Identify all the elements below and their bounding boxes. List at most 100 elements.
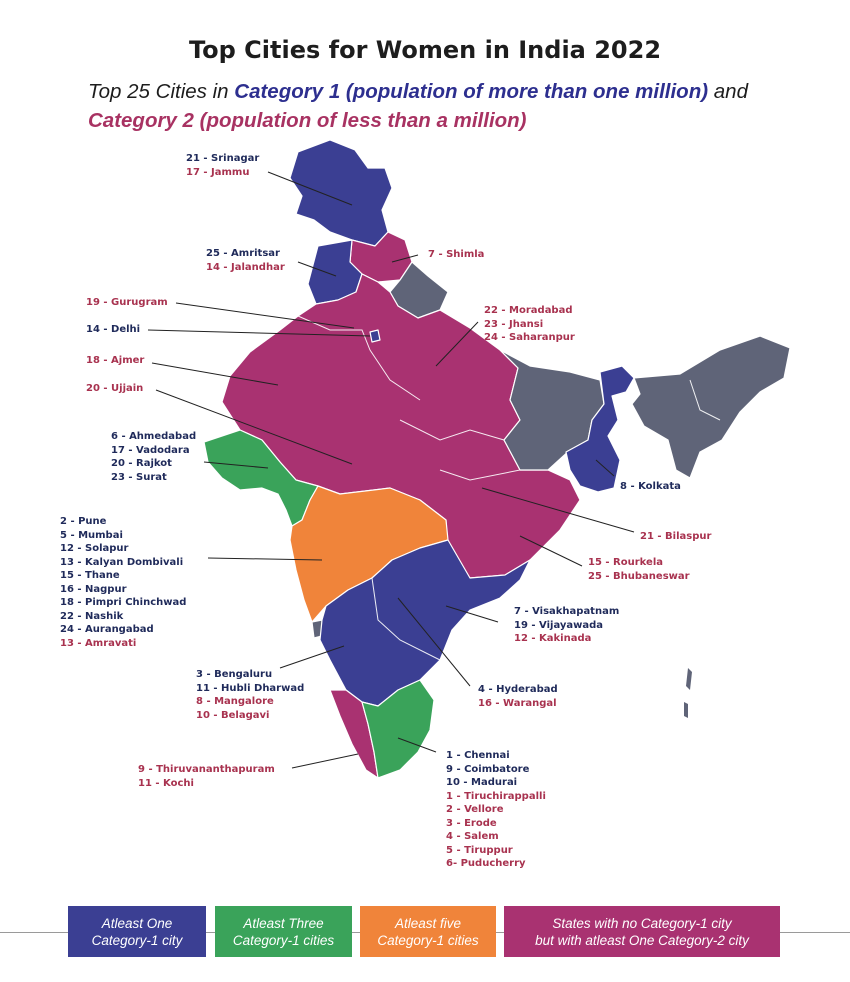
callout-line: 23 - Jhansi (484, 318, 544, 330)
callout-shimla: 7 - Shimla (428, 248, 484, 262)
callout-line: 17 - Vadodara (111, 444, 190, 456)
legend-orange: Atleast five Category-1 cities (360, 906, 496, 957)
legend-text: Category-1 cities (377, 932, 479, 948)
region-delhi (369, 329, 381, 343)
callout-line: 13 - Kalyan Dombivali (60, 556, 184, 568)
callout-gurugram: 19 - Gurugram (86, 296, 168, 310)
callout-line: 13 - Amravati (60, 637, 137, 649)
callout-line: 14 - Jalandhar (206, 261, 285, 273)
leader-odisha (519, 535, 583, 567)
legend-green: Atleast Three Category-1 cities (215, 906, 352, 957)
callout-kerala: 9 - Thiruvananthapuram 11 - Kochi (138, 763, 275, 790)
callout-line: 7 - Visakhapatnam (514, 606, 620, 617)
region-jammu-kashmir (289, 139, 393, 247)
callout-ajmer: 18 - Ajmer (86, 354, 144, 368)
callout-line: 24 - Aurangabad (60, 624, 154, 635)
legend-text: Atleast five (394, 915, 462, 931)
callout-line: 21 - Bilaspur (640, 531, 712, 542)
region-northeast (631, 335, 791, 479)
leader-kolkata (595, 459, 615, 477)
callout-srinagar: 21 - Srinagar 17 - Jammu (186, 152, 259, 179)
callout-delhi: 14 - Delhi (86, 323, 140, 337)
callout-line: 11 - Kochi (138, 777, 194, 789)
callout-line: 17 - Jammu (186, 166, 250, 178)
callout-line: 7 - Shimla (428, 249, 485, 260)
callout-odisha: 15 - Rourkela 25 - Bhubaneswar (588, 556, 690, 583)
callout-line: 4 - Salem (446, 831, 499, 842)
leader-amritsar (297, 261, 337, 277)
callout-line: 10 - Belagavi (196, 709, 270, 721)
subtitle-category-2: Category 2 (population of less than a mi… (88, 109, 527, 132)
callout-hyderabad: 4 - Hyderabad 16 - Warangal (478, 683, 558, 710)
callout-andhra: 7 - Visakhapatnam 19 - Vijayawada 12 - K… (514, 605, 619, 646)
leader-srinagar (267, 171, 353, 206)
callout-line: 14 - Delhi (86, 324, 141, 335)
callout-line: 9 - Coimbatore (446, 763, 530, 775)
callout-line: 15 - Thane (60, 570, 120, 581)
legend-blue: Atleast One Category-1 city (68, 906, 206, 957)
callout-line: 19 - Vijayawada (514, 619, 604, 631)
callout-line: 20 - Rajkot (111, 458, 172, 469)
callout-line: 6- Puducherry (446, 858, 526, 869)
subtitle-category-1: Category 1 (population of more than one … (234, 80, 709, 103)
callout-bilaspur: 21 - Bilaspur (640, 530, 711, 544)
subtitle-line-2: Category 2 (population of less than a mi… (88, 109, 527, 133)
subtitle-connector: and (713, 80, 748, 103)
callout-line: 4 - Hyderabad (478, 684, 558, 695)
callout-line: 3 - Bengaluru (196, 669, 273, 680)
callout-line: 16 - Nagpur (60, 583, 127, 595)
leader-delhi (147, 329, 371, 337)
region-andaman (684, 668, 692, 718)
callout-karnataka: 3 - Bengaluru 11 - Hubli Dharwad 8 - Man… (196, 668, 304, 722)
leader-bilaspur (481, 487, 635, 533)
legend-magenta: States with no Category-1 city but with … (504, 906, 780, 957)
legend-text: Atleast One (101, 915, 173, 931)
leader-ajmer (151, 362, 279, 386)
callout-line: 18 - Ajmer (86, 355, 145, 366)
region-tamil-nadu (361, 679, 435, 779)
legend-text: Category-1 cities (232, 932, 335, 948)
callout-line: 25 - Bhubaneswar (588, 570, 690, 582)
callout-line: 22 - Moradabad (484, 305, 573, 316)
callout-kolkata: 8 - Kolkata (620, 480, 681, 494)
callout-line: 11 - Hubli Dharwad (196, 682, 305, 694)
callout-line: 21 - Srinagar (186, 153, 260, 164)
callout-maharashtra: 2 - Pune 5 - Mumbai 12 - Solapur 13 - Ka… (60, 515, 186, 650)
callout-line: 19 - Gurugram (86, 297, 168, 308)
leader-shimla (391, 254, 419, 263)
legend-text: Atleast Three (243, 915, 324, 931)
subtitle-line-1: Top 25 Cities in Category 1 (population … (88, 80, 748, 104)
leader-moradabad (435, 321, 479, 367)
legend-text: Category-1 city (91, 932, 183, 948)
callout-line: 22 - Nashik (60, 610, 124, 622)
leader-kerala (291, 753, 359, 769)
leader-gurugram (175, 302, 355, 329)
leader-maharashtra (207, 557, 323, 561)
leader-andhra (445, 605, 499, 623)
callout-line: 12 - Kakinada (514, 633, 592, 644)
callout-moradabad: 22 - Moradabad 23 - Jhansi 24 - Saharanp… (484, 304, 575, 345)
callout-line: 1 - Chennai (446, 750, 510, 761)
region-west-bengal (565, 365, 635, 493)
callout-line: 1 - Tiruchirappalli (446, 790, 546, 802)
callout-line: 18 - Pimpri Chinchwad (60, 597, 187, 608)
callout-line: 8 - Kolkata (620, 481, 681, 492)
callout-line: 16 - Warangal (478, 697, 557, 709)
callout-line: 23 - Surat (111, 471, 167, 483)
callout-line: 10 - Madurai (446, 777, 518, 788)
callout-line: 2 - Vellore (446, 804, 504, 815)
leader-karnataka (279, 645, 345, 669)
callout-line: 24 - Saharanpur (484, 332, 575, 343)
callout-line: 9 - Thiruvananthapuram (138, 764, 275, 775)
callout-ujjain: 20 - Ujjain (86, 382, 143, 396)
callout-tamilnadu: 1 - Chennai 9 - Coimbatore 10 - Madurai … (446, 749, 546, 871)
callout-line: 20 - Ujjain (86, 383, 144, 394)
callout-line: 5 - Tiruppur (446, 844, 513, 856)
callout-line: 8 - Mangalore (196, 696, 274, 707)
leader-tamilnadu (397, 737, 437, 753)
callout-line: 25 - Amritsar (206, 248, 280, 259)
callout-line: 12 - Solapur (60, 543, 129, 554)
callout-line: 3 - Erode (446, 817, 497, 829)
legend-text: States with no Category-1 city (552, 915, 732, 931)
